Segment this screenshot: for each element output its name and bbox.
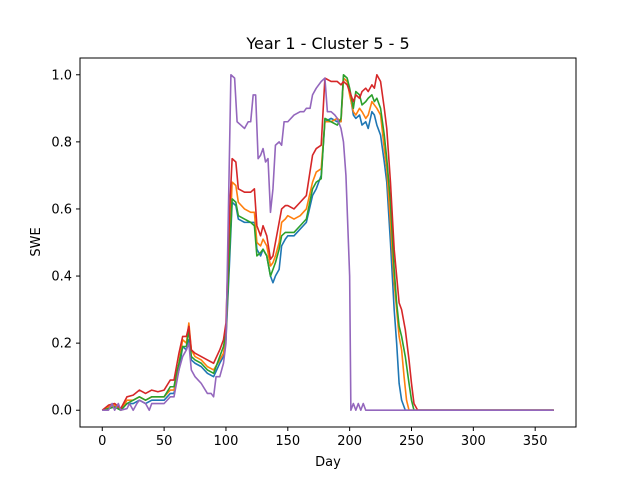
x-tick-label: 250: [399, 434, 424, 449]
x-axis-label: Day: [315, 455, 341, 470]
x-tick-label: 200: [337, 434, 362, 449]
x-tick-label: 300: [461, 434, 486, 449]
x-axis-ticks: 0 50 100 150 200 250 300 350: [98, 427, 548, 449]
x-tick-label: 350: [523, 434, 548, 449]
plot-lines: [101, 73, 554, 412]
y-tick-label: 0.6: [51, 202, 72, 217]
y-axis-label: SWE: [29, 227, 44, 256]
y-tick-label: 0.4: [51, 270, 72, 285]
chart-title: Year 1 - Cluster 5 - 5: [245, 34, 409, 53]
x-tick-label: 0: [98, 434, 106, 449]
series-line-3: [102, 73, 554, 412]
y-tick-label: 0.0: [51, 404, 72, 419]
x-tick-label: 50: [156, 434, 173, 449]
series-line-5: [102, 73, 554, 412]
x-tick-label: 150: [275, 434, 300, 449]
y-axis-ticks: 0.0 0.2 0.4 0.6 0.8 1.0: [51, 68, 80, 419]
y-tick-label: 0.8: [51, 135, 72, 150]
series-line-4: [101, 73, 554, 412]
y-tick-label: 1.0: [51, 68, 72, 83]
y-tick-label: 0.2: [51, 337, 72, 352]
plot-frame: [79, 57, 577, 428]
x-tick-label: 100: [214, 434, 239, 449]
